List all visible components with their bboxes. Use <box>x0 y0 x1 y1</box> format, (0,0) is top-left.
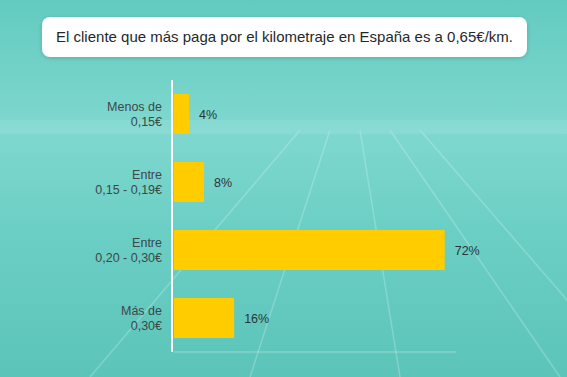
background <box>0 0 567 377</box>
category-label-line: Menos de <box>107 100 162 114</box>
data-label: 4% <box>199 108 217 122</box>
labels: 4%Menos de0,15€8%Entre0,15 - 0,19€72%Ent… <box>95 100 479 333</box>
data-label: 16% <box>244 312 269 326</box>
road-line <box>420 130 567 300</box>
category-label-line: 0,30€ <box>131 319 162 333</box>
bar <box>174 230 445 270</box>
data-label: 72% <box>455 244 480 258</box>
bar <box>174 94 189 134</box>
x-axis-line <box>174 352 456 353</box>
chart-root: El cliente que más paga por el kilometra… <box>0 0 567 377</box>
background-road <box>0 120 567 377</box>
bar <box>174 298 234 338</box>
bars <box>174 94 445 338</box>
category-label: Entre0,20 - 0,30€ <box>95 236 162 265</box>
title-box: El cliente que más paga por el kilometra… <box>42 17 527 57</box>
data-label: 8% <box>214 176 232 190</box>
category-label-line: Entre <box>132 236 162 250</box>
category-label-line: 0,15€ <box>131 115 162 129</box>
title-background <box>42 17 527 57</box>
horizon-band <box>0 120 567 134</box>
chart-svg: El cliente que más paga por el kilometra… <box>0 0 567 377</box>
category-label: Más de0,30€ <box>121 304 162 333</box>
category-label-line: 0,20 - 0,30€ <box>95 251 162 265</box>
category-label-line: 0,15 - 0,19€ <box>95 183 162 197</box>
bar <box>174 162 204 202</box>
title: El cliente que más paga por el kilometra… <box>56 28 513 45</box>
y-axis-line <box>171 80 173 352</box>
category-label-line: Más de <box>121 304 162 318</box>
category-label-line: Entre <box>132 168 162 182</box>
category-label: Menos de0,15€ <box>107 100 162 129</box>
category-label: Entre0,15 - 0,19€ <box>95 168 162 197</box>
